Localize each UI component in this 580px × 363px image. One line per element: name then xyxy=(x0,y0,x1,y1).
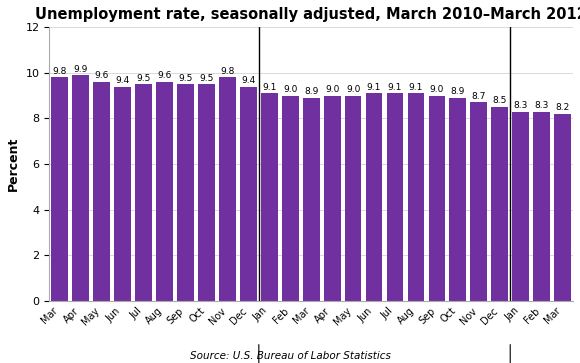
Bar xyxy=(512,111,529,301)
Bar xyxy=(93,82,110,301)
Bar xyxy=(282,95,299,301)
Bar xyxy=(114,86,131,301)
Bar xyxy=(198,84,215,301)
Bar xyxy=(303,98,320,301)
Bar xyxy=(491,107,508,301)
Text: 9.5: 9.5 xyxy=(200,74,213,83)
Bar xyxy=(219,77,236,301)
Title: Unemployment rate, seasonally adjusted, March 2010–March 2012: Unemployment rate, seasonally adjusted, … xyxy=(35,7,580,22)
Y-axis label: Percent: Percent xyxy=(7,137,20,191)
Bar xyxy=(135,84,152,301)
Text: 9.1: 9.1 xyxy=(367,83,381,92)
Text: 9.5: 9.5 xyxy=(136,74,151,83)
Bar xyxy=(470,102,487,301)
Bar xyxy=(554,114,571,301)
Text: 9.1: 9.1 xyxy=(388,83,402,92)
Text: 8.2: 8.2 xyxy=(556,103,570,112)
Text: 8.3: 8.3 xyxy=(534,101,549,110)
Bar xyxy=(408,93,425,301)
Bar xyxy=(52,77,68,301)
Text: 9.1: 9.1 xyxy=(262,83,277,92)
Bar xyxy=(365,93,382,301)
Text: 9.6: 9.6 xyxy=(157,72,172,80)
Text: 8.9: 8.9 xyxy=(451,87,465,96)
Bar xyxy=(156,82,173,301)
Bar xyxy=(429,95,445,301)
Text: 9.0: 9.0 xyxy=(346,85,360,94)
Text: 8.7: 8.7 xyxy=(472,92,486,101)
Text: 9.0: 9.0 xyxy=(325,85,339,94)
Text: 9.1: 9.1 xyxy=(409,83,423,92)
Text: 9.0: 9.0 xyxy=(430,85,444,94)
Bar xyxy=(240,86,257,301)
Text: 8.3: 8.3 xyxy=(513,101,528,110)
Text: 9.4: 9.4 xyxy=(241,76,255,85)
Bar xyxy=(387,93,403,301)
Text: 9.8: 9.8 xyxy=(220,67,234,76)
Bar xyxy=(533,111,550,301)
Text: Source: U.S. Bureau of Labor Statistics: Source: U.S. Bureau of Labor Statistics xyxy=(190,351,390,361)
Bar xyxy=(72,75,89,301)
Bar xyxy=(324,95,340,301)
Text: 9.8: 9.8 xyxy=(53,67,67,76)
Text: 9.6: 9.6 xyxy=(95,72,109,80)
Text: 9.9: 9.9 xyxy=(74,65,88,74)
Text: 9.0: 9.0 xyxy=(283,85,298,94)
Text: 8.5: 8.5 xyxy=(492,97,507,105)
Bar xyxy=(450,98,466,301)
Text: 9.5: 9.5 xyxy=(178,74,193,83)
Text: 9.4: 9.4 xyxy=(115,76,130,85)
Bar xyxy=(345,95,361,301)
Bar xyxy=(177,84,194,301)
Bar xyxy=(261,93,278,301)
Text: 8.9: 8.9 xyxy=(304,87,318,96)
